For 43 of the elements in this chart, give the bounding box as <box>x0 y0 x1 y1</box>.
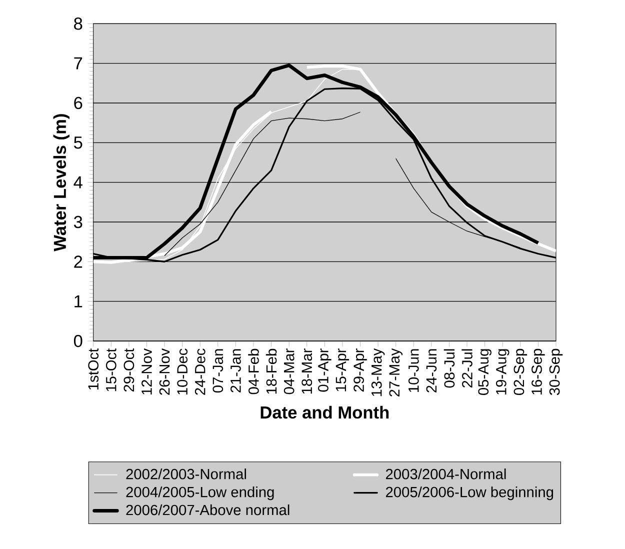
x-tick-label: 1stOct <box>88 348 99 390</box>
x-tick-label: 05-Aug <box>478 349 492 396</box>
legend-label: 2004/2005-Low ending <box>126 486 274 500</box>
legend-label: 2005/2006-Low beginning <box>386 486 554 500</box>
y-tick-label: 4 <box>74 176 82 188</box>
y-tick-label: 2 <box>74 256 82 268</box>
x-tick-label: 29-Oct <box>124 348 134 392</box>
y-tick-label: 0 <box>74 334 82 348</box>
x-tick-label: 10-Jun <box>408 349 419 392</box>
x-tick-label: 30-Sep <box>549 348 563 396</box>
x-tick-label: 22-Jul <box>462 349 472 388</box>
legend-label: 2003/2004-Normal <box>386 468 506 480</box>
y-tick-label: 3 <box>74 216 82 228</box>
x-tick-label: 08-Jul <box>444 349 455 388</box>
legend-label: 2002/2003-Normal <box>126 468 246 480</box>
x-tick-label: 21-Jan <box>230 349 241 392</box>
x-tick-label: 02-Sep <box>514 348 528 396</box>
x-tick-label: 18-Feb <box>266 348 277 394</box>
x-tick-label: 26-Nov <box>159 348 170 395</box>
x-tick-label: 18-Mar <box>302 348 312 394</box>
x-tick-label: 29-Apr <box>354 348 367 392</box>
y-tick-label: 5 <box>74 136 82 149</box>
y-tick-label: 6 <box>74 96 82 110</box>
x-tick-label: 07-Jan <box>212 349 224 393</box>
y-axis-title: Water Levels (m) <box>53 114 70 252</box>
y-tick-label: 8 <box>74 18 82 30</box>
x-tick-label: 27-May <box>389 348 402 396</box>
x-tick-label: 24-Dec <box>194 348 206 395</box>
x-tick-label: 15-Oct <box>106 348 116 392</box>
x-tick-label: 24-Jun <box>426 349 437 392</box>
x-tick-label: 04-Feb <box>248 348 259 394</box>
x-axis-title: Date and Month <box>260 406 389 419</box>
y-tick-label: 7 <box>74 57 82 70</box>
x-tick-label: 12-Nov <box>142 348 152 394</box>
x-tick-label: 15-Apr <box>336 348 350 392</box>
x-tick-label: 13-May <box>371 348 385 396</box>
x-tick-label: 19-Aug <box>496 349 510 394</box>
x-tick-label: 16-Sep <box>532 348 545 394</box>
x-tick-label: 10-Dec <box>177 348 188 394</box>
y-tick-label: 1 <box>74 295 82 308</box>
legend-label: 2006/2007-Above normal <box>126 504 290 516</box>
x-tick-label: 01-Apr <box>318 348 332 392</box>
x-tick-label: 04-Mar <box>284 348 294 394</box>
